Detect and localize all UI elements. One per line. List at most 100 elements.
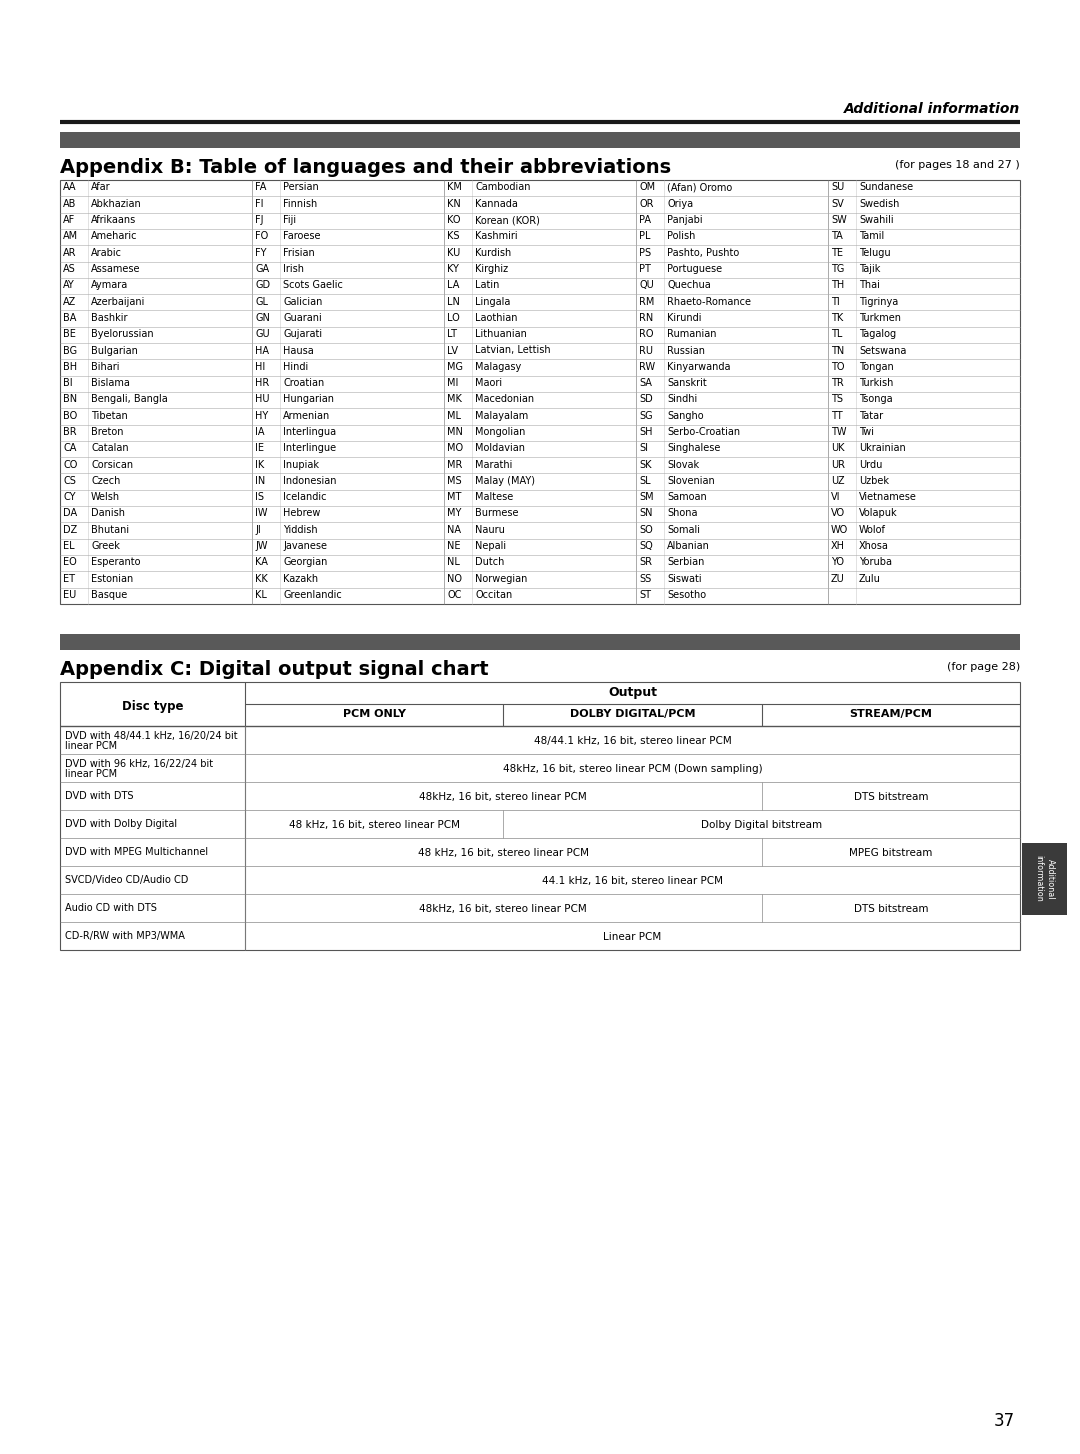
Text: Afrikaans: Afrikaans bbox=[91, 215, 136, 225]
Text: Norwegian: Norwegian bbox=[475, 574, 527, 583]
Text: AB: AB bbox=[63, 199, 77, 209]
Text: Tajik: Tajik bbox=[859, 265, 880, 273]
Text: DOLBY DIGITAL/PCM: DOLBY DIGITAL/PCM bbox=[570, 708, 696, 718]
Text: Kirundi: Kirundi bbox=[667, 313, 702, 323]
Text: LO: LO bbox=[447, 313, 460, 323]
Text: DVD with DTS: DVD with DTS bbox=[65, 791, 134, 801]
Text: Dolby Digital bitstream: Dolby Digital bitstream bbox=[701, 820, 822, 830]
Text: Volapuk: Volapuk bbox=[859, 509, 897, 519]
Text: Welsh: Welsh bbox=[91, 493, 120, 502]
Text: TA: TA bbox=[831, 231, 842, 241]
Text: Slovenian: Slovenian bbox=[667, 475, 715, 486]
Text: (Afan) Oromo: (Afan) Oromo bbox=[667, 183, 732, 192]
Text: Arabic: Arabic bbox=[91, 247, 122, 257]
Text: Additional information: Additional information bbox=[843, 102, 1020, 116]
Text: KO: KO bbox=[447, 215, 460, 225]
Text: Armenian: Armenian bbox=[283, 410, 330, 420]
Text: EU: EU bbox=[63, 590, 77, 601]
Text: Fiji: Fiji bbox=[283, 215, 296, 225]
Text: Hindi: Hindi bbox=[283, 362, 308, 372]
Text: GN: GN bbox=[255, 313, 270, 323]
Text: MG: MG bbox=[447, 362, 463, 372]
Text: Galician: Galician bbox=[283, 297, 322, 307]
Text: Linear PCM: Linear PCM bbox=[604, 932, 662, 942]
Text: HU: HU bbox=[255, 394, 270, 404]
Text: FJ: FJ bbox=[255, 215, 264, 225]
Text: WO: WO bbox=[831, 525, 848, 535]
Text: NL: NL bbox=[447, 557, 460, 567]
Text: HI: HI bbox=[255, 362, 266, 372]
Text: KU: KU bbox=[447, 247, 460, 257]
Text: Tatar: Tatar bbox=[859, 410, 883, 420]
Text: SVCD/Video CD/Audio CD: SVCD/Video CD/Audio CD bbox=[65, 875, 188, 885]
Text: 48 kHz, 16 bit, stereo linear PCM: 48 kHz, 16 bit, stereo linear PCM bbox=[418, 848, 589, 858]
Text: Georgian: Georgian bbox=[283, 557, 327, 567]
Text: Turkish: Turkish bbox=[859, 378, 893, 388]
Text: RU: RU bbox=[639, 346, 653, 355]
Text: Tagalog: Tagalog bbox=[859, 329, 896, 339]
Text: Thai: Thai bbox=[859, 281, 880, 291]
Text: linear PCM: linear PCM bbox=[65, 740, 117, 750]
Text: GA: GA bbox=[255, 265, 269, 273]
Text: Lithuanian: Lithuanian bbox=[475, 329, 527, 339]
Text: 37: 37 bbox=[994, 1412, 1015, 1429]
Text: Sesotho: Sesotho bbox=[667, 590, 706, 601]
Text: SV: SV bbox=[831, 199, 843, 209]
Text: STREAM/PCM: STREAM/PCM bbox=[849, 708, 932, 718]
Text: Siswati: Siswati bbox=[667, 574, 702, 583]
Text: NA: NA bbox=[447, 525, 461, 535]
Text: SM: SM bbox=[639, 493, 653, 502]
Text: Danish: Danish bbox=[91, 509, 125, 519]
Text: OM: OM bbox=[639, 183, 656, 192]
Text: KS: KS bbox=[447, 231, 459, 241]
Text: JW: JW bbox=[255, 541, 268, 551]
Text: NO: NO bbox=[447, 574, 462, 583]
Text: Hebrew: Hebrew bbox=[283, 509, 321, 519]
Text: LV: LV bbox=[447, 346, 458, 355]
Text: Yiddish: Yiddish bbox=[283, 525, 318, 535]
Text: MN: MN bbox=[447, 427, 463, 438]
Text: TK: TK bbox=[831, 313, 843, 323]
Text: DA: DA bbox=[63, 509, 77, 519]
Text: Abkhazian: Abkhazian bbox=[91, 199, 141, 209]
Text: Bashkir: Bashkir bbox=[91, 313, 127, 323]
Text: Bhutani: Bhutani bbox=[91, 525, 130, 535]
Text: LT: LT bbox=[447, 329, 457, 339]
Text: Catalan: Catalan bbox=[91, 443, 129, 454]
Text: QU: QU bbox=[639, 281, 653, 291]
Text: linear PCM: linear PCM bbox=[65, 769, 117, 779]
Text: TH: TH bbox=[831, 281, 845, 291]
Text: DVD with MPEG Multichannel: DVD with MPEG Multichannel bbox=[65, 846, 208, 856]
Text: Ukrainian: Ukrainian bbox=[859, 443, 906, 454]
Text: RN: RN bbox=[639, 313, 653, 323]
Text: SO: SO bbox=[639, 525, 652, 535]
Text: SI: SI bbox=[639, 443, 648, 454]
Text: Nauru: Nauru bbox=[475, 525, 504, 535]
Text: SL: SL bbox=[639, 475, 650, 486]
Text: Additional
information: Additional information bbox=[1034, 855, 1055, 901]
Text: KY: KY bbox=[447, 265, 459, 273]
Text: HY: HY bbox=[255, 410, 268, 420]
Text: Shona: Shona bbox=[667, 509, 698, 519]
Text: SQ: SQ bbox=[639, 541, 652, 551]
Text: Hungarian: Hungarian bbox=[283, 394, 334, 404]
Bar bbox=[60, 180, 1020, 603]
Text: IE: IE bbox=[255, 443, 264, 454]
Text: CA: CA bbox=[63, 443, 77, 454]
Text: HA: HA bbox=[255, 346, 269, 355]
Text: Swedish: Swedish bbox=[859, 199, 900, 209]
Text: Albanian: Albanian bbox=[667, 541, 710, 551]
Text: TW: TW bbox=[831, 427, 847, 438]
Text: Interlingue: Interlingue bbox=[283, 443, 336, 454]
Text: DTS bitstream: DTS bitstream bbox=[853, 792, 928, 801]
Text: SK: SK bbox=[639, 459, 651, 470]
Text: FO: FO bbox=[255, 231, 268, 241]
Text: Xhosa: Xhosa bbox=[859, 541, 889, 551]
Text: Rumanian: Rumanian bbox=[667, 329, 716, 339]
Text: Panjabi: Panjabi bbox=[667, 215, 703, 225]
Text: AS: AS bbox=[63, 265, 76, 273]
Text: Kannada: Kannada bbox=[475, 199, 518, 209]
Text: Laothian: Laothian bbox=[475, 313, 517, 323]
Text: BH: BH bbox=[63, 362, 77, 372]
Text: UZ: UZ bbox=[831, 475, 845, 486]
